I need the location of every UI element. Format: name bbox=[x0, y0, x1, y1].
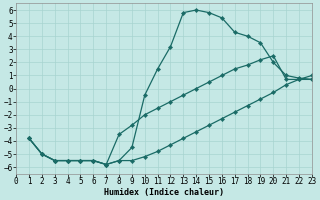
X-axis label: Humidex (Indice chaleur): Humidex (Indice chaleur) bbox=[104, 188, 224, 197]
